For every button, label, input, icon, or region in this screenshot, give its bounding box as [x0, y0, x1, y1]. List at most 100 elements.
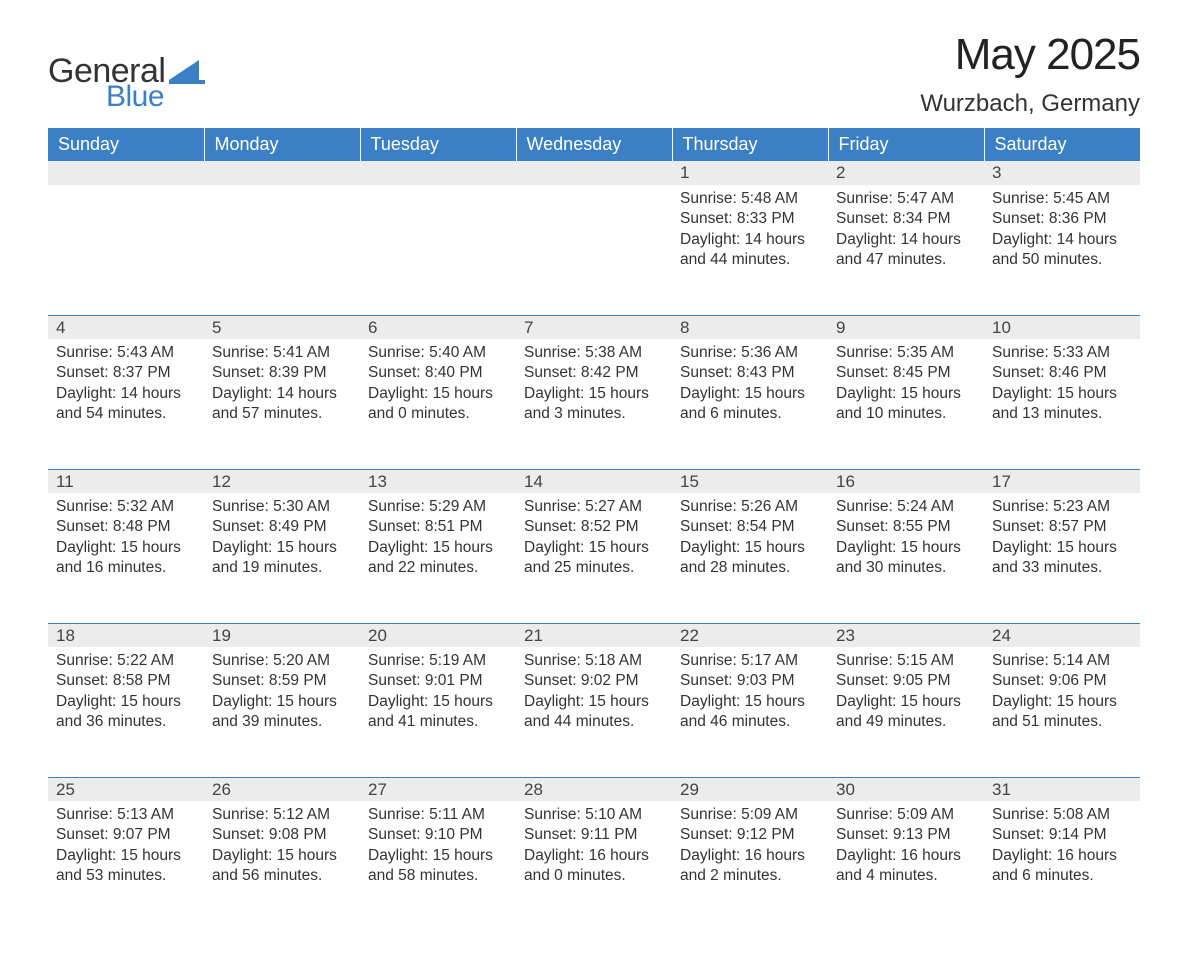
day-details: Sunrise: 5:32 AMSunset: 8:48 PMDaylight:…	[48, 493, 204, 593]
location: Wurzbach, Germany	[920, 90, 1140, 118]
day-cell: Sunrise: 5:08 AMSunset: 9:14 PMDaylight:…	[984, 801, 1140, 931]
sunrise-line: Sunrise: 5:17 AM	[680, 651, 820, 671]
daylight-line: Daylight: 15 hours and 49 minutes.	[836, 692, 976, 733]
empty-day	[516, 161, 672, 185]
sunrise-line: Sunrise: 5:08 AM	[992, 805, 1132, 825]
day-number: 31	[984, 777, 1140, 801]
day-details: Sunrise: 5:40 AMSunset: 8:40 PMDaylight:…	[360, 339, 516, 439]
day-number: 29	[672, 777, 828, 801]
day-cell: Sunrise: 5:29 AMSunset: 8:51 PMDaylight:…	[360, 493, 516, 623]
day-details: Sunrise: 5:08 AMSunset: 9:14 PMDaylight:…	[984, 801, 1140, 901]
daylight-line: Daylight: 16 hours and 6 minutes.	[992, 846, 1132, 887]
day-details: Sunrise: 5:10 AMSunset: 9:11 PMDaylight:…	[516, 801, 672, 901]
empty-day	[204, 161, 360, 185]
day-cell	[48, 185, 204, 315]
day-cell: Sunrise: 5:27 AMSunset: 8:52 PMDaylight:…	[516, 493, 672, 623]
day-cell: Sunrise: 5:09 AMSunset: 9:13 PMDaylight:…	[828, 801, 984, 931]
sunrise-line: Sunrise: 5:27 AM	[524, 497, 664, 517]
day-cell: Sunrise: 5:47 AMSunset: 8:34 PMDaylight:…	[828, 185, 984, 315]
day-number: 5	[204, 315, 360, 339]
day-cell: Sunrise: 5:41 AMSunset: 8:39 PMDaylight:…	[204, 339, 360, 469]
sunset-line: Sunset: 9:02 PM	[524, 671, 664, 691]
day-details: Sunrise: 5:48 AMSunset: 8:33 PMDaylight:…	[672, 185, 828, 285]
daylight-line: Daylight: 15 hours and 36 minutes.	[56, 692, 196, 733]
sunset-line: Sunset: 8:49 PM	[212, 517, 352, 537]
empty-day	[360, 161, 516, 185]
calendar-table: SundayMondayTuesdayWednesdayThursdayFrid…	[48, 128, 1140, 931]
day-cell: Sunrise: 5:22 AMSunset: 8:58 PMDaylight:…	[48, 647, 204, 777]
sunrise-line: Sunrise: 5:09 AM	[836, 805, 976, 825]
daylight-line: Daylight: 14 hours and 57 minutes.	[212, 384, 352, 425]
sunrise-line: Sunrise: 5:35 AM	[836, 343, 976, 363]
sunrise-line: Sunrise: 5:19 AM	[368, 651, 508, 671]
day-number: 14	[516, 469, 672, 493]
day-details: Sunrise: 5:09 AMSunset: 9:13 PMDaylight:…	[828, 801, 984, 901]
day-details: Sunrise: 5:26 AMSunset: 8:54 PMDaylight:…	[672, 493, 828, 593]
day-cell: Sunrise: 5:32 AMSunset: 8:48 PMDaylight:…	[48, 493, 204, 623]
day-number: 23	[828, 623, 984, 647]
day-details: Sunrise: 5:20 AMSunset: 8:59 PMDaylight:…	[204, 647, 360, 747]
sunrise-line: Sunrise: 5:36 AM	[680, 343, 820, 363]
day-details: Sunrise: 5:29 AMSunset: 8:51 PMDaylight:…	[360, 493, 516, 593]
sunset-line: Sunset: 9:10 PM	[368, 825, 508, 845]
daylight-line: Daylight: 16 hours and 4 minutes.	[836, 846, 976, 887]
day-details: Sunrise: 5:14 AMSunset: 9:06 PMDaylight:…	[984, 647, 1140, 747]
day-cell: Sunrise: 5:11 AMSunset: 9:10 PMDaylight:…	[360, 801, 516, 931]
day-cell: Sunrise: 5:33 AMSunset: 8:46 PMDaylight:…	[984, 339, 1140, 469]
sunset-line: Sunset: 9:07 PM	[56, 825, 196, 845]
day-number: 17	[984, 469, 1140, 493]
day-number: 3	[984, 161, 1140, 185]
sunrise-line: Sunrise: 5:26 AM	[680, 497, 820, 517]
sunrise-line: Sunrise: 5:13 AM	[56, 805, 196, 825]
daylight-line: Daylight: 15 hours and 3 minutes.	[524, 384, 664, 425]
day-header: Tuesday	[360, 128, 516, 161]
day-number: 20	[360, 623, 516, 647]
day-number: 24	[984, 623, 1140, 647]
day-number: 30	[828, 777, 984, 801]
daylight-line: Daylight: 15 hours and 46 minutes.	[680, 692, 820, 733]
day-number: 13	[360, 469, 516, 493]
sunrise-line: Sunrise: 5:45 AM	[992, 189, 1132, 209]
day-details: Sunrise: 5:12 AMSunset: 9:08 PMDaylight:…	[204, 801, 360, 901]
sunset-line: Sunset: 8:33 PM	[680, 209, 820, 229]
sunset-line: Sunset: 9:11 PM	[524, 825, 664, 845]
day-number: 2	[828, 161, 984, 185]
sunset-line: Sunset: 9:08 PM	[212, 825, 352, 845]
sunset-line: Sunset: 9:13 PM	[836, 825, 976, 845]
day-cell	[516, 185, 672, 315]
daylight-line: Daylight: 16 hours and 2 minutes.	[680, 846, 820, 887]
daylight-line: Daylight: 15 hours and 41 minutes.	[368, 692, 508, 733]
day-details: Sunrise: 5:27 AMSunset: 8:52 PMDaylight:…	[516, 493, 672, 593]
sunrise-line: Sunrise: 5:47 AM	[836, 189, 976, 209]
sunset-line: Sunset: 8:48 PM	[56, 517, 196, 537]
sunrise-line: Sunrise: 5:30 AM	[212, 497, 352, 517]
day-cell: Sunrise: 5:17 AMSunset: 9:03 PMDaylight:…	[672, 647, 828, 777]
brand-text: General Blue	[48, 54, 165, 112]
daylight-line: Daylight: 15 hours and 56 minutes.	[212, 846, 352, 887]
day-details: Sunrise: 5:36 AMSunset: 8:43 PMDaylight:…	[672, 339, 828, 439]
daylight-line: Daylight: 15 hours and 53 minutes.	[56, 846, 196, 887]
sunset-line: Sunset: 8:57 PM	[992, 517, 1132, 537]
sunset-line: Sunset: 9:01 PM	[368, 671, 508, 691]
day-details: Sunrise: 5:47 AMSunset: 8:34 PMDaylight:…	[828, 185, 984, 285]
sunrise-line: Sunrise: 5:10 AM	[524, 805, 664, 825]
sunset-line: Sunset: 8:51 PM	[368, 517, 508, 537]
sunrise-line: Sunrise: 5:48 AM	[680, 189, 820, 209]
day-cell: Sunrise: 5:20 AMSunset: 8:59 PMDaylight:…	[204, 647, 360, 777]
daylight-line: Daylight: 15 hours and 25 minutes.	[524, 538, 664, 579]
day-header: Monday	[204, 128, 360, 161]
day-details: Sunrise: 5:15 AMSunset: 9:05 PMDaylight:…	[828, 647, 984, 747]
sunset-line: Sunset: 9:03 PM	[680, 671, 820, 691]
daylight-line: Daylight: 15 hours and 13 minutes.	[992, 384, 1132, 425]
daylight-line: Daylight: 14 hours and 54 minutes.	[56, 384, 196, 425]
daylight-line: Daylight: 14 hours and 50 minutes.	[992, 230, 1132, 271]
daylight-line: Daylight: 15 hours and 19 minutes.	[212, 538, 352, 579]
sunset-line: Sunset: 8:55 PM	[836, 517, 976, 537]
sunrise-line: Sunrise: 5:15 AM	[836, 651, 976, 671]
day-cell: Sunrise: 5:10 AMSunset: 9:11 PMDaylight:…	[516, 801, 672, 931]
day-cell: Sunrise: 5:26 AMSunset: 8:54 PMDaylight:…	[672, 493, 828, 623]
day-cell: Sunrise: 5:48 AMSunset: 8:33 PMDaylight:…	[672, 185, 828, 315]
day-number: 1	[672, 161, 828, 185]
day-number: 11	[48, 469, 204, 493]
sunrise-line: Sunrise: 5:14 AM	[992, 651, 1132, 671]
